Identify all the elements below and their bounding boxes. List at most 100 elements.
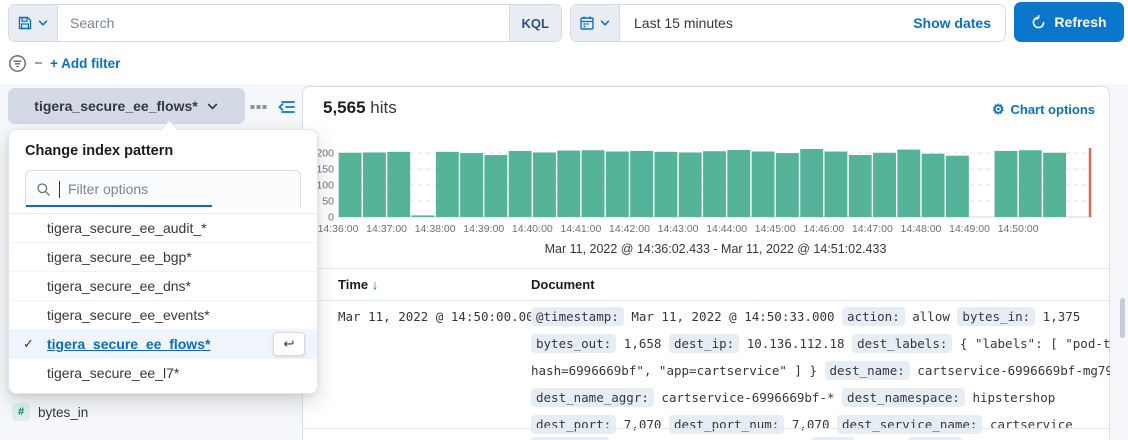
index-pattern-option[interactable]: tigera_secure_ee_audit_* [9,213,317,242]
field-value-text: cartservice-6996669bf-* [653,390,843,405]
histogram-bar [727,149,751,217]
field-value-text: hash=6996669bf", "app=cartservice" ] } [531,363,825,378]
index-pattern-option-label: tigera_secure_ee_audit_* [47,220,207,236]
x-axis-tick-label: 14:50:00 [998,223,1039,235]
chart-options-label: Chart options [1010,102,1096,117]
x-axis-tick-label: 14:36:00 [318,223,359,235]
refresh-label: Refresh [1054,14,1107,30]
table-header-time[interactable]: Time ↓ [338,277,378,292]
x-axis-tick-label: 14:41:00 [560,223,601,235]
kql-language-button[interactable]: KQL [508,5,561,41]
index-pattern-label: tigera_secure_ee_flows* [34,98,198,114]
histogram-bar [897,149,921,217]
sidebar-field-bytes_in[interactable]: # bytes_in [10,398,290,426]
x-axis-tick-label: 14:40:00 [512,223,553,235]
index-pattern-option[interactable]: tigera_secure_ee_events* [9,300,317,329]
filter-icon[interactable] [8,54,27,73]
field-name-pill: bytes_in: [957,307,1036,326]
histogram-bar [484,155,508,217]
histogram-bar [630,150,654,217]
histogram-bar [387,151,411,217]
index-pattern-list: tigera_secure_ee_audit_* tigera_secure_ee… [9,213,317,387]
field-name-pill: dest_name_aggr: [531,388,654,407]
y-axis-tick-label: 50 [322,196,334,208]
histogram-bar [362,152,386,217]
saved-query-menu-button[interactable] [9,5,58,41]
index-pattern-option[interactable]: ✓ tigera_secure_ee_flows* ↩ [9,329,317,358]
x-axis-tick-label: 14:47:00 [852,223,893,235]
index-pattern-option[interactable]: tigera_secure_ee_l7* [9,358,317,387]
calendar-icon [580,16,594,30]
x-axis-tick-label: 14:49:00 [949,223,990,235]
field-value-text: 1,375 [1035,309,1081,324]
field-value-text: 1,658 [616,336,669,351]
date-quick-menu-button[interactable] [571,5,620,41]
chart-options-button[interactable]: ⚙ Chart options [992,101,1095,118]
query-bar: KQL Last 15 minutes Show dates [0,0,1128,84]
index-pattern-option[interactable]: tigera_secure_ee_bgp* [9,242,317,271]
return-key-icon[interactable]: ↩ [273,332,305,356]
document-line: dest_port: 7,070 dest_port_num: 7,070 de… [531,411,1106,438]
histogram-bar [945,155,969,217]
boxes-horizontal-icon[interactable] [250,100,267,114]
histogram-bar [338,152,362,217]
field-value-text: 7,070 [784,417,837,432]
divider [303,300,1109,301]
text-caret [59,180,60,198]
histogram-bar [1018,150,1042,217]
divider [303,268,1109,269]
histogram-bar [751,151,775,217]
field-name-pill: dest_port: [531,415,617,434]
y-axis-tick-label: 100 [316,180,334,192]
histogram-bar [775,153,799,217]
search-icon [37,182,50,196]
chevron-down-icon [600,20,610,26]
histogram-bar [678,152,702,217]
field-value-text: allow [904,309,958,324]
x-axis-tick-label: 14:42:00 [609,223,650,235]
popover-title: Change index pattern [25,143,174,159]
document-row-content: @timestamp: Mar 11, 2022 @ 14:50:33.000 … [531,303,1128,438]
gear-icon: ⚙ [991,101,1005,117]
hits-count: 5,565 [323,98,366,117]
show-dates-button[interactable]: Show dates [913,15,991,31]
index-pattern-option-label: tigera_secure_ee_flows* [47,336,211,352]
add-filter-button[interactable]: + Add filter [50,55,121,71]
search-input[interactable] [58,5,509,41]
histogram-bar [533,152,556,217]
histogram-bar [654,151,678,217]
index-pattern-option-label: tigera_secure_ee_dns* [47,278,191,294]
x-axis-tick-label: 14:37:00 [366,223,407,235]
scrollbar-thumb[interactable] [1120,298,1125,338]
collapse-sidebar-icon[interactable] [277,99,296,115]
chevron-down-icon [38,20,48,26]
histogram-bar [994,150,1018,217]
field-name-pill [531,437,609,440]
refresh-button[interactable]: Refresh [1014,2,1124,42]
time-header-label: Time [338,277,369,292]
discover-main-panel: 5,565 hits ⚙ Chart options 0 50 100 150 200 1… [302,86,1128,440]
histogram-bar [824,151,848,217]
index-pattern-option-label: tigera_secure_ee_events* [47,307,210,323]
time-range-value[interactable]: Last 15 minutes [634,15,733,31]
field-type-badge: # [12,403,30,421]
index-pattern-button[interactable]: tigera_secure_ee_flows* [8,88,245,124]
x-axis-tick-label: 14:44:00 [706,223,747,235]
sort-descending-icon[interactable]: ↓ [371,277,379,292]
filter-options-placeholder: Filter options [68,181,149,197]
chart-time-range-subtitle: Mar 11, 2022 @ 14:36:02.433 - Mar 11, 20… [544,242,887,256]
y-axis-tick-label: 0 [328,212,334,224]
x-axis-tick-label: 14:48:00 [901,223,942,235]
histogram-bar [605,151,629,217]
index-pattern-option[interactable]: tigera_secure_ee_dns* [9,271,317,300]
field-value-text: 7,070 [616,417,669,432]
document-line: @timestamp: Mar 11, 2022 @ 14:50:33.000 … [531,303,1106,330]
refresh-icon [1033,14,1045,28]
field-name-pill: dest_namespace: [842,388,965,407]
x-axis-tick-label: 14:45:00 [755,223,796,235]
histogram-bar [411,215,435,217]
field-name-pill: dest_port_num: [668,415,785,434]
index-filter-input[interactable]: Filter options [25,170,301,207]
histogram-chart[interactable]: 0 50 100 150 200 14:36:00 14:37:00 14:38:00 14:3… [303,140,1109,242]
